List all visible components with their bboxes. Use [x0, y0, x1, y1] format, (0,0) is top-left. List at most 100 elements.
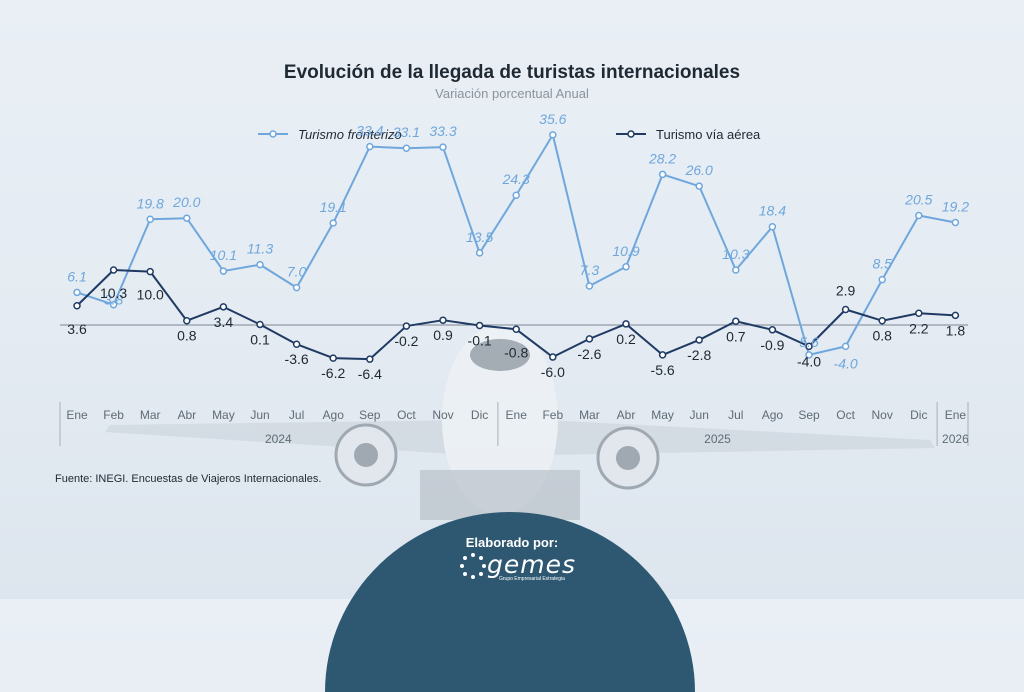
point-fronterizo [768, 222, 777, 231]
chart-title: Evolución de la llegada de turistas inte… [283, 62, 741, 83]
x-tick-label: Ago [762, 408, 784, 422]
x-tick-label: Nov [432, 408, 453, 422]
x-tick-label: Mar [579, 408, 600, 422]
x-tick-label: Jun [250, 408, 269, 422]
gemes-logo: gemes Grupo Empresarial Estrategia [459, 550, 575, 584]
data-label-fronterizo: 20.0 [172, 194, 200, 210]
data-label-aerea: 3.6 [67, 321, 87, 337]
point-aerea [805, 342, 813, 351]
data-label-fronterizo: 8.5 [872, 256, 892, 272]
x-tick-label: Abr [617, 408, 636, 422]
point-aerea [475, 321, 484, 330]
point-aerea [549, 353, 557, 361]
point-fronterizo [402, 144, 411, 152]
point-aerea [732, 317, 740, 326]
line-fronterizo [76, 133, 956, 356]
data-label-fronterizo: 5.6 [799, 334, 819, 350]
airplane-engine-right-core [616, 446, 640, 470]
point-aerea [585, 335, 594, 343]
legend-marker-fronterizo [269, 130, 277, 138]
point-fronterizo [73, 288, 81, 297]
point-aerea [146, 267, 154, 276]
data-label-aerea: 1.8 [946, 322, 966, 338]
data-label-fronterizo: 7.3 [580, 262, 600, 278]
data-label-aerea: -2.6 [577, 346, 601, 362]
x-tick-label: Feb [542, 408, 563, 422]
data-label-fronterizo: 33.1 [393, 124, 420, 140]
legend-label-aerea: Turismo vía aérea [656, 127, 761, 142]
data-label-aerea: -4.0 [797, 353, 821, 369]
data-label-fronterizo: 10.1 [210, 247, 237, 263]
point-fronterizo [183, 214, 191, 222]
data-label-fronterizo: 26.0 [685, 162, 713, 178]
point-aerea [256, 320, 264, 329]
line-chart: Turismo fronterizo Turismo vía aérea Ene… [59, 111, 969, 446]
x-tick-label: Ene [945, 408, 967, 422]
x-tick-label: Abr [177, 408, 196, 422]
data-label-fronterizo: 3.8 [104, 292, 124, 308]
data-label-fronterizo: 7.0 [287, 264, 307, 280]
x-tick-label: Nov [872, 408, 893, 422]
logo-icon [460, 553, 486, 579]
x-tick-label: Ago [323, 408, 345, 422]
airplane-landing-gear [420, 470, 580, 520]
point-fronterizo [732, 266, 740, 274]
point-fronterizo [585, 282, 594, 290]
data-label-aerea: 0.1 [250, 331, 270, 347]
data-label-aerea: -6.0 [541, 364, 565, 380]
point-fronterizo [658, 170, 667, 179]
point-fronterizo [841, 342, 850, 351]
point-aerea [695, 336, 703, 344]
point-fronterizo [951, 218, 960, 227]
point-aerea [439, 316, 447, 324]
x-tick-label: Jul [289, 408, 304, 422]
data-label-aerea: -0.1 [468, 333, 492, 349]
point-fronterizo [219, 267, 228, 275]
airplane-engine-left-core [354, 443, 378, 467]
airplane-fuselage [442, 325, 558, 515]
data-label-fronterizo: -4.0 [834, 355, 858, 371]
year-label: 2026 [942, 432, 969, 446]
point-aerea [109, 266, 118, 274]
point-aerea [841, 305, 850, 314]
data-label-aerea: -6.4 [358, 366, 382, 382]
data-label-aerea: 0.8 [872, 328, 892, 344]
data-label-fronterizo: 28.2 [648, 150, 676, 166]
point-aerea [366, 355, 374, 363]
chart-subtitle: Variación porcentual Anual [435, 86, 589, 101]
point-fronterizo [109, 300, 118, 309]
point-fronterizo [695, 182, 703, 190]
data-label-fronterizo: 19.8 [137, 195, 164, 211]
data-label-fronterizo: 6.1 [67, 268, 86, 284]
data-label-fronterizo: 18.4 [759, 203, 786, 219]
point-aerea [329, 354, 337, 362]
point-fronterizo [292, 283, 301, 292]
x-tick-label: Oct [836, 408, 855, 422]
data-label-fronterizo: 20.5 [904, 192, 932, 208]
chart-legend: Turismo fronterizo Turismo vía aérea [258, 127, 761, 142]
logo-text: gemes [487, 550, 577, 579]
point-fronterizo [256, 260, 264, 269]
point-aerea [402, 322, 411, 330]
data-label-fronterizo: 24.3 [502, 171, 530, 187]
x-tick-label: Ene [506, 408, 528, 422]
point-fronterizo [622, 263, 630, 271]
data-label-fronterizo: 19.1 [320, 199, 347, 215]
point-fronterizo [329, 219, 337, 227]
point-fronterizo [512, 191, 520, 199]
category-axis: Ene Feb Mar Abr May Jun Jul Ago Sep Oct Nov Dic Ene F… [59, 402, 969, 446]
legend-marker-aerea [627, 130, 635, 138]
data-label-aerea: -2.8 [687, 347, 711, 363]
data-label-aerea: -5.6 [651, 362, 675, 378]
point-fronterizo [549, 131, 557, 139]
x-tick-label: Ene [66, 408, 88, 422]
x-tick-label: Feb [103, 408, 124, 422]
data-label-aerea: -3.6 [285, 351, 309, 367]
point-aerea [658, 351, 667, 359]
data-label-fronterizo: 33.3 [429, 123, 456, 139]
point-fronterizo [915, 211, 923, 220]
point-fronterizo [366, 142, 374, 151]
point-fronterizo [805, 351, 813, 359]
data-label-aerea: -6.2 [321, 365, 345, 381]
point-fronterizo [475, 249, 484, 257]
